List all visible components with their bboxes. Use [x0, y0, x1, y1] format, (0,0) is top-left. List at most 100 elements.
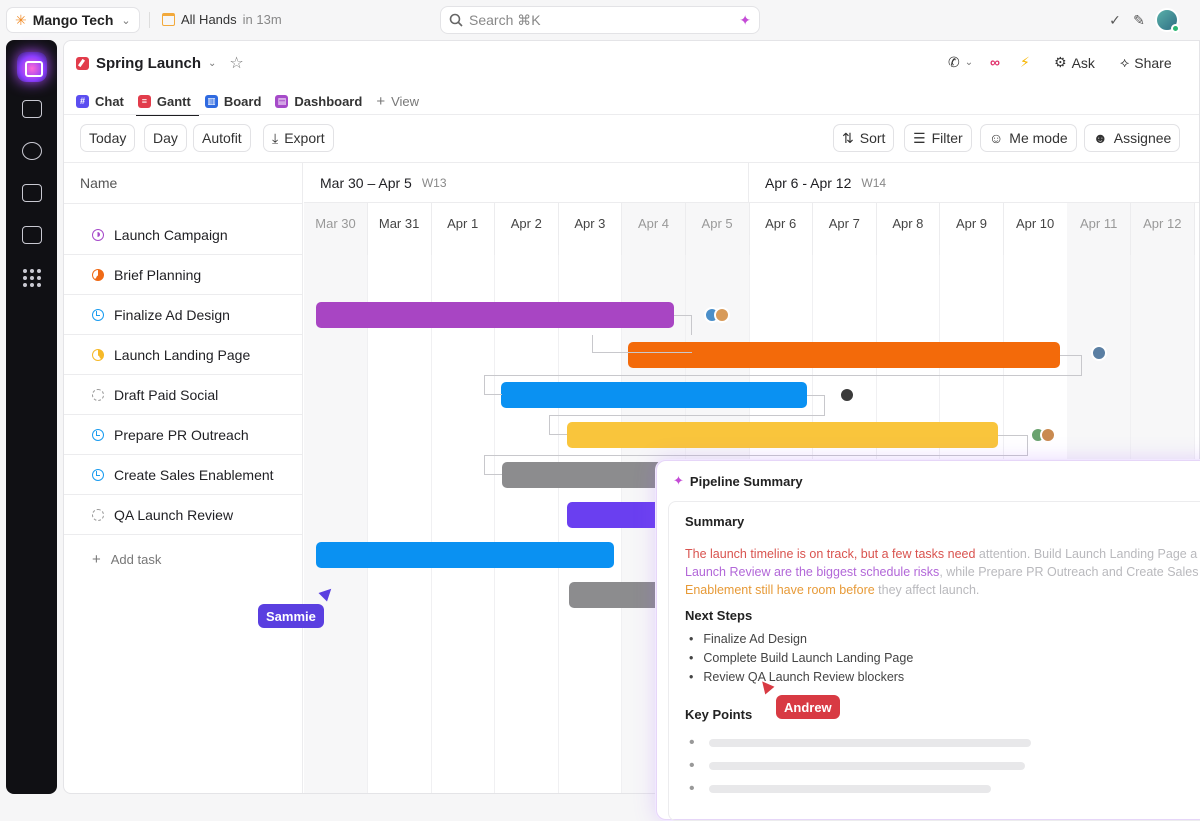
assignee-avatar[interactable]: [839, 387, 855, 403]
sort-button[interactable]: ⇅ Sort: [833, 124, 895, 152]
dependency-connector: [484, 375, 1082, 395]
task-row[interactable]: Prepare PR Outreach: [64, 415, 303, 455]
task-bar[interactable]: [501, 382, 807, 408]
share-button[interactable]: ⟡ Share: [1120, 54, 1172, 71]
status-icon[interactable]: [92, 388, 104, 401]
reports-icon[interactable]: [22, 184, 42, 202]
tab-label: Dashboard: [294, 93, 363, 109]
glasses-icon[interactable]: ∞: [990, 54, 1000, 70]
task-bar[interactable]: [316, 542, 614, 568]
autofit-button[interactable]: Autofit: [193, 124, 251, 152]
filter-label: Filter: [931, 130, 963, 146]
dependency-connector: [1060, 355, 1082, 375]
user-avatar[interactable]: [1155, 8, 1180, 33]
download-icon: ⤓: [272, 129, 279, 146]
day-column: [304, 255, 368, 793]
teams-icon[interactable]: [22, 142, 42, 160]
pulse-icon[interactable]: [22, 226, 42, 244]
list-item: • Review QA Launch Review blockers: [689, 670, 905, 684]
add-view-button[interactable]: + View: [376, 87, 427, 115]
home-icon[interactable]: [17, 52, 47, 82]
day-header: Apr 12: [1130, 203, 1195, 255]
task-bar[interactable]: [628, 342, 1060, 368]
tab-gantt[interactable]: ≡ Gantt: [135, 87, 199, 116]
task-row[interactable]: Brief Planning: [64, 255, 303, 295]
task-name: Draft Paid Social: [114, 386, 219, 403]
assignee-avatar[interactable]: [714, 307, 730, 323]
ask-button[interactable]: ⚙ Ask: [1054, 54, 1095, 71]
task-bar[interactable]: [567, 422, 998, 448]
assignee-button[interactable]: ☻ Assignee: [1084, 124, 1181, 152]
today-button[interactable]: Today: [80, 124, 136, 152]
upcoming-meeting[interactable]: All Hands in 13m: [162, 12, 282, 27]
task-bar[interactable]: [316, 302, 674, 328]
task-name: Launch Landing Page: [114, 346, 251, 363]
day-header: Apr 6: [749, 203, 814, 255]
dependency-connector: [484, 455, 502, 475]
next-step-text: Finalize Ad Design: [703, 632, 807, 646]
project-title[interactable]: Spring Launch: [96, 54, 201, 72]
dependency-connector: [484, 375, 502, 395]
people-icon: ☻: [1093, 130, 1108, 146]
filter-button[interactable]: ☰ Filter: [904, 124, 972, 152]
chevron-down-icon: ⌄: [964, 57, 974, 68]
inbox-icon[interactable]: [22, 100, 42, 118]
week-header: Apr 6 - Apr 12 W14: [749, 163, 1199, 203]
task-row[interactable]: Create Sales Enablement: [64, 455, 303, 495]
task-row[interactable]: Draft Paid Social: [64, 375, 303, 415]
task-bar[interactable]: [567, 502, 667, 528]
tab-dashboard[interactable]: ▤ Dashboard: [275, 87, 370, 115]
divider: [64, 203, 303, 204]
day-header: Mar 31: [368, 203, 432, 255]
status-icon[interactable]: [92, 228, 104, 241]
online-status-dot: [1171, 24, 1180, 33]
ai-sparkle-icon[interactable]: ✦: [739, 12, 751, 28]
assignee-avatar[interactable]: [1091, 345, 1107, 361]
assignee-label: Assignee: [1113, 130, 1172, 146]
task-row[interactable]: Launch Landing Page: [64, 335, 303, 375]
star-icon[interactable]: ☆: [229, 55, 244, 72]
status-icon[interactable]: [92, 508, 104, 521]
plus-icon: +: [92, 551, 101, 568]
edit-icon[interactable]: ✎: [1133, 11, 1145, 28]
loading-placeholder: •: [689, 780, 991, 798]
status-icon[interactable]: [92, 468, 104, 481]
tab-chat[interactable]: # Chat: [76, 87, 132, 115]
today-label: Today: [89, 130, 127, 146]
tab-board[interactable]: ▥ Board: [204, 87, 270, 115]
export-button[interactable]: ⤓ Export: [263, 124, 334, 152]
task-row[interactable]: Launch Campaign: [64, 215, 303, 255]
automation-bolt-icon[interactable]: ⚡: [1020, 54, 1030, 70]
status-icon[interactable]: [92, 308, 104, 321]
divider: [64, 114, 1199, 115]
task-row[interactable]: Finalize Ad Design: [64, 295, 303, 335]
chevron-down-icon[interactable]: ⌄: [208, 57, 217, 69]
day-scale-button[interactable]: Day: [144, 124, 187, 152]
summary-heading: Summary: [685, 514, 745, 529]
name-column-header[interactable]: Name: [80, 175, 118, 191]
status-icon[interactable]: [92, 268, 104, 281]
call-button[interactable]: ✆ ⌄: [948, 54, 973, 71]
workspace-switcher[interactable]: ✳ Mango Tech ⌄: [6, 7, 140, 33]
day-column: [431, 255, 496, 793]
week-number: W13: [421, 175, 447, 190]
assignee-avatar[interactable]: [1040, 427, 1056, 443]
panel-header: ✦ Pipeline Summary: [673, 473, 803, 489]
tab-label: Chat: [95, 93, 124, 109]
task-row[interactable]: QA Launch Review: [64, 495, 303, 535]
task-bar[interactable]: [569, 582, 669, 608]
dependency-connector: [998, 435, 1028, 455]
me-mode-button[interactable]: ☺ Me mode: [980, 124, 1077, 152]
dependency-connector: [592, 335, 692, 353]
search-bar[interactable]: Search ⌘K ✦: [440, 6, 760, 34]
status-icon[interactable]: [92, 428, 104, 441]
project-title-area: Spring Launch ⌄ ☆: [76, 53, 244, 73]
status-icon[interactable]: [92, 348, 104, 361]
apps-grid-icon[interactable]: [23, 269, 41, 287]
summary-line: The launch timeline is on track, but a f…: [685, 547, 976, 561]
summary-line: Launch Review are the biggest schedule r…: [685, 565, 940, 579]
loading-placeholder: •: [689, 757, 1025, 775]
task-name-column: Name Launch Campaign Brief Planning Finali…: [64, 163, 303, 793]
check-circle-icon[interactable]: ✓: [1109, 11, 1121, 28]
add-task-button[interactable]: + Add task: [92, 551, 161, 568]
